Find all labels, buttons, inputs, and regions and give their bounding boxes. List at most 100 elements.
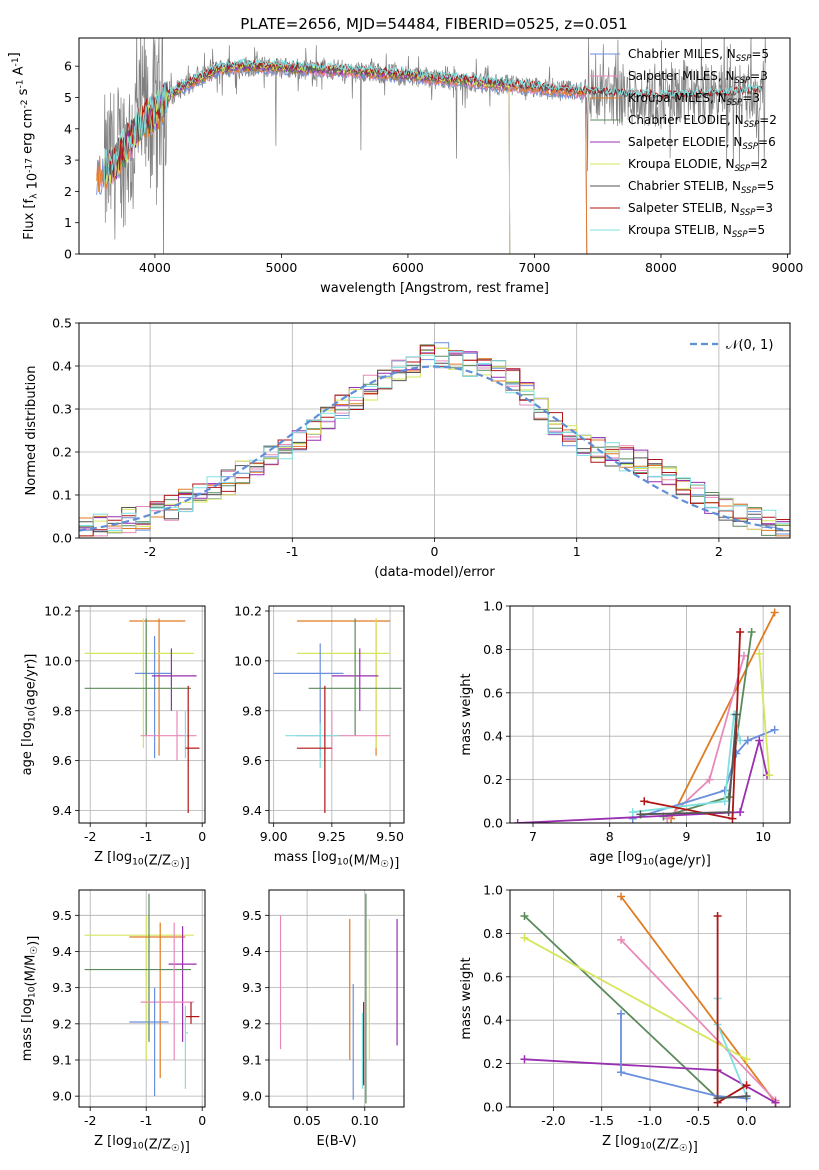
y-tick-label: 9.4 <box>52 944 72 959</box>
x-tick-label: 2 <box>715 544 723 559</box>
axes-frame <box>78 322 791 539</box>
x-tick-label: -2 <box>144 544 156 559</box>
x-tick-label: 8 <box>606 829 614 844</box>
marker-salpeter_elodie <box>771 1098 780 1107</box>
series-line-chabrier_miles <box>620 1013 747 1100</box>
y-tick-label: 2 <box>64 184 72 199</box>
panel-age_vs_Z: -2 -1 0 9.4 9.6 9.8 10.0 10.2 Z [log10(Z/Z☉)] age… <box>20 603 206 870</box>
y-tick-label: 1.0 <box>483 599 503 614</box>
plot-area <box>96 38 767 254</box>
legend-label-chabrier_miles: Chabrier MILES, NSSP=5 <box>628 47 769 64</box>
x-axis-label: Z [log10(Z/Z☉)] <box>94 850 190 871</box>
series-line-kroupa_elodie <box>758 653 771 776</box>
y-tick-label: 0.1 <box>52 488 72 503</box>
legend-label-normal: 𝒩(0, 1) <box>726 338 773 353</box>
marker-salpeter_stelib <box>742 1081 751 1090</box>
x-tick-label: 0 <box>198 829 206 844</box>
x-axis-label: mass [log10(M/M☉)] <box>274 850 400 871</box>
x-axis-label: age [log10(age/yr)] <box>589 850 711 868</box>
marker-chabrier_miles <box>743 736 752 745</box>
x-tick-label: 9.00 <box>260 829 288 844</box>
panels-layer: 4000 5000 6000 7000 8000 90000123456wavelengt… <box>7 37 803 1155</box>
x-tick-label: 4000 <box>139 260 171 275</box>
marker-chabrier_stelib <box>732 710 741 719</box>
panel-residuals: -2 -1 0 1 2 0.0 0.1 0.2 0.3 0.4 0.5 (data-model)/er… <box>24 316 791 580</box>
x-tick-label: 0.0 <box>737 1113 757 1128</box>
axes-frame <box>268 889 405 1108</box>
series-line-chabrier_stelib <box>717 1095 747 1100</box>
y-tick-label: 9.4 <box>242 803 262 818</box>
marker-salpeter_miles <box>739 651 748 660</box>
y-tick-label: 6 <box>64 59 72 74</box>
y-tick-label: 0.0 <box>52 531 72 546</box>
x-tick-label: 0 <box>198 1113 206 1128</box>
x-tick-label: 6000 <box>392 260 424 275</box>
marker-salpeter_stelib <box>640 797 649 806</box>
axes-frame <box>268 605 405 824</box>
x-axis-label: Z [log10(Z/Z☉)] <box>94 1134 190 1155</box>
x-tick-label: 10 <box>755 829 771 844</box>
y-axis-label: Normed distribution <box>24 366 39 496</box>
marker-kroupa_elodie <box>520 933 529 942</box>
marker-chabrier_elodie <box>747 628 756 637</box>
marker-kroupa_stelib <box>736 736 745 745</box>
legend-label-kroupa_miles: Kroupa MILES, NSSP=3 <box>628 91 760 108</box>
y-tick-label: 0.4 <box>52 359 72 374</box>
legend-label-chabrier_stelib: Chabrier STELIB, NSSP=5 <box>628 179 774 196</box>
series-line-kroupa_stelib <box>716 998 748 1097</box>
y-tick-label: 0.3 <box>52 402 72 417</box>
y-axis-label: mass weight <box>459 957 474 1039</box>
x-tick-label: 7000 <box>519 260 551 275</box>
y-tick-label: 9.4 <box>242 944 262 959</box>
panel-age_vs_mass: 9.00 9.25 9.50 9.4 9.6 9.8 10.0 10.2 mass [log10… <box>234 603 405 871</box>
legend-label-kroupa_elodie: Kroupa ELODIE, NSSP=2 <box>628 157 768 174</box>
x-tick-label: -2.0 <box>541 1113 565 1128</box>
marker-kroupa_elodie <box>742 1055 751 1064</box>
marker-kroupa_miles <box>617 892 626 901</box>
marker-salpeter_elodie <box>736 808 745 817</box>
marker-salpeter_elodie <box>755 736 764 745</box>
x-tick-label: -1 <box>286 544 298 559</box>
x-tick-label: 0 <box>431 544 439 559</box>
plot-area <box>269 606 404 823</box>
plot-area <box>79 606 205 823</box>
y-tick-label: 4 <box>64 121 72 136</box>
x-tick-label: -1 <box>140 1113 152 1128</box>
y-tick-label: 0.2 <box>483 772 503 787</box>
x-tick-label: 0.10 <box>351 1113 379 1128</box>
y-tick-label: 9.4 <box>52 803 72 818</box>
x-tick-label: 1 <box>573 544 581 559</box>
marker-chabrier_stelib <box>742 1092 751 1101</box>
axes-frame <box>78 37 791 255</box>
y-tick-label: 0.8 <box>483 642 503 657</box>
y-axis-label: Flux [fλ 10-17 erg cm-2 s-1 A-1] <box>7 52 40 239</box>
y-tick-label: 9.1 <box>52 1052 72 1067</box>
marker-kroupa_elodie <box>755 649 764 658</box>
y-tick-label: 0 <box>64 247 72 262</box>
plot-area <box>79 323 790 538</box>
x-tick-label: 5000 <box>266 260 298 275</box>
y-tick-label: 9.6 <box>242 753 262 768</box>
series-line-salpeter_miles <box>620 939 777 1102</box>
marker-chabrier_miles <box>770 725 779 734</box>
x-tick-label: 9.50 <box>376 829 404 844</box>
marker-chabrier_stelib <box>636 810 645 819</box>
x-axis-label: wavelength [Angstrom, rest frame] <box>320 281 549 296</box>
y-tick-label: 0.4 <box>483 729 503 744</box>
y-axis-label: age [log10(age/yr)] <box>20 654 38 776</box>
marker-chabrier_miles <box>617 1009 626 1018</box>
y-tick-label: 10.0 <box>44 653 72 668</box>
y-tick-label: 9.2 <box>52 1016 72 1031</box>
axes-frame <box>509 889 791 1108</box>
y-tick-label: 1.0 <box>483 883 503 898</box>
panel-mass_vs_Z: -2 -1 0 9.0 9.1 9.2 9.3 9.4 9.5 Z [log10(Z/Z☉)] ma… <box>20 889 206 1155</box>
axes-frame <box>509 605 791 824</box>
y-tick-label: 0.6 <box>483 685 503 700</box>
marker-kroupa_stelib <box>628 808 637 817</box>
series-line-kroupa_miles <box>670 612 776 820</box>
marker-kroupa_elodie <box>765 771 774 780</box>
figure-title: PLATE=2656, MJD=54484, FIBERID=0525, z=0… <box>240 15 627 33</box>
y-tick-label: 9.8 <box>52 703 72 718</box>
y-tick-label: 0.4 <box>483 1013 503 1028</box>
